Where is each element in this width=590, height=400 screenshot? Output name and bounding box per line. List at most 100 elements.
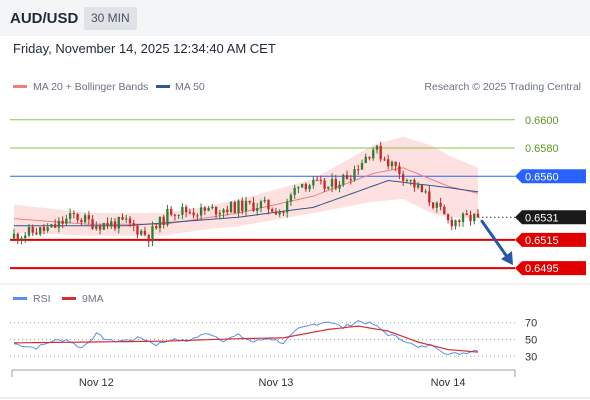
level-tag-2 — [515, 169, 586, 184]
candle-body-89 — [345, 174, 349, 180]
candle-body-87 — [338, 184, 341, 189]
candle-body-28 — [117, 217, 120, 229]
rsi-legend-label: RSI — [33, 293, 51, 305]
candle-body-71 — [278, 212, 281, 215]
level-label-0: 0.6600 — [525, 115, 559, 127]
candle-body-84 — [327, 186, 330, 189]
candle-body-36 — [147, 234, 150, 242]
level-tag-4 — [515, 232, 586, 247]
candle-body-23 — [98, 226, 102, 230]
candle-body-26 — [110, 221, 113, 227]
candle-body-13 — [61, 220, 64, 224]
rsi-plot: 70 50 30 — [10, 318, 537, 363]
candle-body-59 — [233, 202, 236, 213]
candle-body-94 — [364, 156, 367, 164]
candle-body-0 — [12, 233, 16, 239]
candle-body-60 — [237, 200, 240, 213]
top-bar: AUD/USD 30 MIN — [0, 0, 590, 36]
candle-body-115 — [443, 206, 446, 215]
candle-body-54 — [214, 206, 218, 215]
ma20-legend-swatch — [13, 85, 27, 88]
candle-body-98 — [379, 145, 382, 160]
candle-body-80 — [312, 179, 315, 186]
candle-body-1 — [16, 233, 19, 240]
candle-body-12 — [57, 220, 61, 228]
candle-body-95 — [368, 156, 371, 159]
candle-body-76 — [297, 187, 300, 189]
candle-body-79 — [308, 185, 311, 190]
candle-body-16 — [72, 213, 76, 215]
candle-body-9 — [46, 227, 49, 231]
interval-button[interactable]: 30 MIN — [84, 7, 137, 30]
candle-body-10 — [50, 224, 53, 228]
candle-body-40 — [162, 216, 165, 225]
candle-body-27 — [113, 221, 117, 229]
rsi-tick-label-0: 70 — [525, 318, 537, 330]
candle-body-51 — [203, 207, 206, 211]
candle-body-100 — [387, 159, 390, 167]
candle-body-77 — [300, 183, 304, 188]
candle-body-50 — [199, 207, 203, 216]
candle-body-37 — [151, 226, 154, 242]
level-label-2: 0.6560 — [525, 171, 559, 183]
candle-body-5 — [31, 227, 34, 233]
level-label-1: 0.6580 — [525, 143, 559, 155]
x-tick-label-2: Nov 14 — [431, 377, 466, 389]
candle-body-105 — [405, 180, 409, 182]
candle-body-14 — [65, 218, 68, 224]
candle-body-15 — [68, 213, 72, 219]
candle-body-44 — [177, 214, 180, 216]
candle-body-18 — [80, 220, 83, 223]
candle-body-121 — [465, 213, 468, 216]
candle-body-68 — [267, 199, 270, 210]
rsi-ma-line — [13, 325, 479, 353]
candle-body-35 — [143, 230, 147, 235]
ma50-legend-label: MA 50 — [175, 81, 205, 93]
candle-body-29 — [121, 217, 124, 220]
candle-body-3 — [24, 235, 27, 239]
x-tick-label-0: Nov 12 — [79, 377, 114, 389]
candle-body-6 — [35, 232, 38, 235]
candle-body-109 — [420, 184, 424, 193]
candle-body-72 — [282, 212, 285, 214]
candle-body-25 — [106, 222, 109, 227]
candle-body-61 — [241, 200, 244, 212]
candle-body-55 — [218, 212, 221, 215]
candle-body-21 — [91, 219, 94, 229]
candle-body-34 — [140, 230, 143, 235]
candle-body-62 — [244, 200, 248, 212]
candle-body-111 — [428, 191, 431, 203]
candle-body-20 — [87, 215, 90, 220]
candle-body-118 — [454, 220, 457, 227]
candle-body-108 — [416, 184, 420, 188]
candle-body-70 — [274, 211, 278, 215]
candle-body-96 — [372, 149, 375, 159]
candle-body-101 — [390, 161, 394, 167]
candle-body-81 — [315, 179, 319, 181]
candle-body-2 — [20, 238, 23, 240]
candle-body-41 — [166, 208, 169, 225]
candle-body-117 — [450, 220, 453, 227]
candle-body-106 — [409, 179, 412, 181]
candle-body-24 — [102, 222, 105, 230]
candle-body-65 — [256, 208, 259, 211]
rsi-tick-label-1: 50 — [525, 335, 537, 347]
level-tag-5 — [515, 261, 586, 276]
candle-body-102 — [394, 161, 397, 167]
candle-body-66 — [259, 201, 263, 209]
candle-body-42 — [170, 208, 173, 215]
candle-body-67 — [263, 199, 266, 202]
candle-body-103 — [398, 166, 401, 175]
candle-body-92 — [357, 169, 360, 171]
candle-body-116 — [446, 214, 450, 221]
candle-body-113 — [435, 202, 438, 208]
candle-body-52 — [207, 208, 210, 211]
ma9-legend-swatch — [62, 297, 76, 300]
candle-body-33 — [136, 225, 139, 235]
candle-body-57 — [226, 209, 229, 213]
candle-body-124 — [476, 213, 480, 218]
candle-body-19 — [83, 215, 87, 223]
level-label-3: 0.6531 — [525, 212, 559, 224]
candle-body-119 — [458, 220, 461, 223]
